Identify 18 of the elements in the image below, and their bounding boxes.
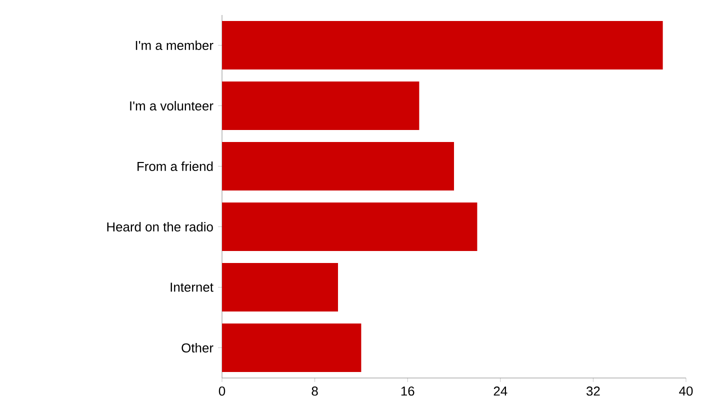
y-tick-label: Internet [170,282,214,292]
bar [222,263,338,312]
bar [222,82,420,130]
y-tick-label: I'm a member [136,40,214,50]
bar [222,202,478,251]
x-tick-label: 0 [218,386,226,396]
x-tick-label: 40 [679,386,693,396]
x-tick-label: 32 [586,386,600,396]
bar [222,21,663,70]
x-tick-label: 8 [312,386,318,396]
x-tick-label: 16 [401,386,414,396]
y-tick-label: I'm a volunteer [130,100,214,111]
y-tick-label: From a friend [138,161,213,172]
bar [222,324,362,372]
bar [222,142,454,190]
y-tick-label: Heard on the radio [107,222,213,232]
y-tick-label: Other [182,342,214,353]
x-tick-label: 24 [494,386,508,396]
